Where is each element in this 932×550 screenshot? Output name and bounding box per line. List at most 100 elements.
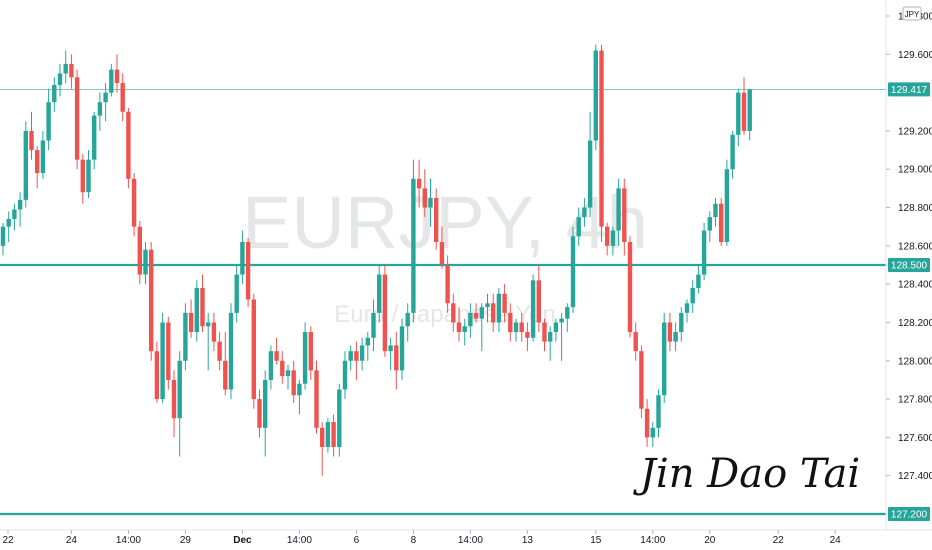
- candle-body[interactable]: [485, 303, 490, 308]
- candle-body[interactable]: [280, 360, 285, 377]
- candle-body[interactable]: [365, 337, 370, 346]
- candle-body[interactable]: [251, 299, 256, 400]
- candle-body[interactable]: [291, 370, 296, 396]
- candle-body[interactable]: [616, 188, 621, 231]
- candle-body[interactable]: [63, 63, 68, 74]
- candle-body[interactable]: [650, 427, 655, 438]
- candle-body[interactable]: [479, 307, 484, 319]
- candle-body[interactable]: [719, 203, 724, 243]
- candle-body[interactable]: [188, 312, 194, 333]
- candle-body[interactable]: [673, 332, 678, 342]
- candle-body[interactable]: [508, 312, 513, 333]
- candle-body[interactable]: [656, 395, 661, 428]
- candle-body[interactable]: [274, 351, 279, 361]
- candle-body[interactable]: [97, 102, 103, 116]
- candle-body[interactable]: [114, 69, 120, 84]
- candle-body[interactable]: [690, 287, 695, 304]
- candle-body[interactable]: [143, 249, 148, 275]
- candle-body[interactable]: [513, 322, 519, 333]
- candle-body[interactable]: [206, 322, 211, 327]
- candle-body[interactable]: [662, 322, 667, 396]
- candle-body[interactable]: [354, 351, 359, 361]
- candle-body[interactable]: [211, 322, 217, 342]
- candle-body[interactable]: [405, 312, 410, 327]
- candle-body[interactable]: [314, 370, 319, 428]
- candle-body[interactable]: [223, 360, 228, 390]
- candle-body[interactable]: [177, 360, 182, 419]
- candle-body[interactable]: [502, 293, 507, 313]
- candle-body[interactable]: [388, 345, 393, 352]
- candle-body[interactable]: [217, 341, 222, 361]
- candle-body[interactable]: [610, 230, 616, 246]
- candle-body[interactable]: [667, 322, 673, 342]
- candle-body[interactable]: [29, 130, 34, 151]
- candle-body[interactable]: [627, 242, 633, 333]
- candle-body[interactable]: [542, 322, 547, 342]
- candle-body[interactable]: [228, 312, 234, 390]
- candle-body[interactable]: [302, 332, 308, 384]
- time-axis[interactable]: 22 24 14:00 29 Dec 14:00 6 8 14:00 13 15 14:00 20 22 2…: [0, 529, 932, 546]
- candle-body[interactable]: [245, 242, 251, 300]
- candle-body[interactable]: [171, 379, 177, 419]
- candle-body[interactable]: [126, 111, 131, 179]
- candle-body[interactable]: [268, 351, 274, 380]
- candle-body[interactable]: [741, 92, 747, 131]
- candle-body[interactable]: [325, 422, 331, 447]
- candle-body[interactable]: [422, 188, 427, 208]
- candle-body[interactable]: [160, 322, 165, 400]
- candle-body[interactable]: [109, 69, 114, 93]
- candle-body[interactable]: [565, 307, 570, 319]
- candle-body[interactable]: [559, 318, 564, 323]
- candle-body[interactable]: [394, 345, 399, 371]
- candle-body[interactable]: [200, 287, 205, 327]
- candle-body[interactable]: [342, 360, 348, 390]
- candle-body[interactable]: [525, 332, 530, 338]
- candle-body[interactable]: [473, 312, 479, 319]
- candle-body[interactable]: [468, 312, 473, 327]
- candle-body[interactable]: [576, 217, 581, 237]
- candle-body[interactable]: [553, 322, 559, 333]
- candle-body[interactable]: [491, 303, 496, 323]
- candle-body[interactable]: [263, 379, 268, 428]
- candle-body[interactable]: [52, 84, 57, 103]
- candle-body[interactable]: [434, 197, 439, 243]
- candle-body[interactable]: [154, 351, 160, 400]
- candle-body[interactable]: [308, 332, 313, 371]
- candle-body[interactable]: [439, 242, 445, 265]
- candle-body[interactable]: [297, 383, 302, 396]
- candle-body[interactable]: [639, 351, 644, 409]
- candle-body[interactable]: [644, 408, 650, 438]
- candle-body[interactable]: [456, 322, 462, 333]
- candle-body[interactable]: [519, 322, 524, 333]
- currency-badge[interactable]: JPY: [902, 6, 922, 21]
- candle-body[interactable]: [416, 178, 422, 189]
- candle-body[interactable]: [730, 134, 735, 170]
- candle-body[interactable]: [320, 427, 325, 447]
- candle-body[interactable]: [331, 422, 336, 447]
- candle-body[interactable]: [411, 178, 416, 313]
- candle-body[interactable]: [359, 345, 365, 361]
- candle-body[interactable]: [462, 326, 467, 333]
- candle-body[interactable]: [6, 219, 11, 227]
- candle-body[interactable]: [80, 159, 85, 193]
- candle-body[interactable]: [40, 140, 46, 174]
- candle-body[interactable]: [530, 280, 536, 338]
- candle-body[interactable]: [257, 399, 262, 428]
- candle-body[interactable]: [570, 236, 576, 308]
- candle-body[interactable]: [701, 230, 707, 275]
- candle-body[interactable]: [371, 312, 376, 338]
- candle-body[interactable]: [587, 140, 593, 208]
- candle-body[interactable]: [605, 226, 610, 246]
- candle-body[interactable]: [285, 370, 291, 377]
- candle-body[interactable]: [46, 102, 51, 141]
- candle-body[interactable]: [69, 63, 74, 78]
- candle-body[interactable]: [348, 351, 353, 361]
- candle-body[interactable]: [593, 50, 598, 141]
- candle-body[interactable]: [131, 178, 137, 227]
- candle-body[interactable]: [382, 274, 388, 352]
- candle-body[interactable]: [445, 265, 450, 304]
- candle-body[interactable]: [736, 92, 741, 135]
- candle-body[interactable]: [23, 130, 28, 200]
- candle-body[interactable]: [747, 89, 752, 131]
